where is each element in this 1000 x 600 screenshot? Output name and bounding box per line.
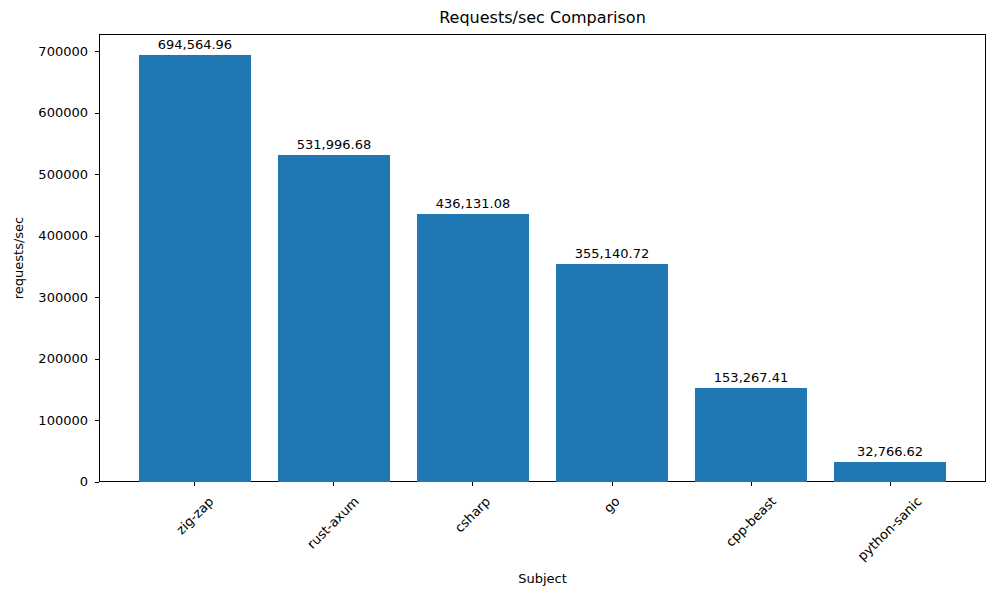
bar-value-label: 694,564.96 xyxy=(125,37,265,53)
y-tick-label: 600000 xyxy=(0,105,88,121)
x-axis-label: Subject xyxy=(99,571,986,587)
bar-value-label: 32,766.62 xyxy=(820,444,960,460)
x-tick-mark xyxy=(194,482,195,486)
bar-value-label: 531,996.68 xyxy=(264,137,404,153)
y-tick-label: 300000 xyxy=(0,290,88,306)
bar-value-label: 153,267.41 xyxy=(681,370,821,386)
y-tick-mark xyxy=(95,420,99,421)
x-tick-label: cpp-beast xyxy=(723,494,780,551)
y-tick-mark xyxy=(95,236,99,237)
y-tick-label: 500000 xyxy=(0,167,88,183)
x-tick-label: rust-axum xyxy=(305,494,363,552)
bar-chart: Requests/sec Comparison requests/sec 010… xyxy=(0,0,1000,600)
bar-value-label: 436,131.08 xyxy=(403,196,543,212)
bar-zig-zap xyxy=(139,55,250,482)
x-tick-mark xyxy=(890,482,891,486)
bar-python-sanic xyxy=(834,462,945,482)
y-tick-label: 700000 xyxy=(0,44,88,60)
bar-go xyxy=(556,264,667,482)
chart-title: Requests/sec Comparison xyxy=(99,8,986,27)
y-tick-label: 100000 xyxy=(0,413,88,429)
y-tick-mark xyxy=(95,482,99,483)
x-tick-mark xyxy=(751,482,752,486)
y-tick-mark xyxy=(95,113,99,114)
y-tick-label: 0 xyxy=(0,474,88,490)
y-tick-mark xyxy=(95,359,99,360)
x-tick-label: python-sanic xyxy=(855,494,926,565)
y-tick-label: 200000 xyxy=(0,351,88,367)
y-tick-label: 400000 xyxy=(0,228,88,244)
x-tick-label: zig-zap xyxy=(173,494,217,538)
y-tick-mark xyxy=(95,51,99,52)
x-tick-label: csharp xyxy=(452,494,494,536)
bar-rust-axum xyxy=(278,155,389,482)
bar-csharp xyxy=(417,214,528,482)
x-tick-mark xyxy=(612,482,613,486)
x-tick-label: go xyxy=(601,494,624,517)
y-tick-mark xyxy=(95,297,99,298)
x-tick-mark xyxy=(333,482,334,486)
x-tick-mark xyxy=(472,482,473,486)
bar-value-label: 355,140.72 xyxy=(542,246,682,262)
y-tick-mark xyxy=(95,174,99,175)
bar-cpp-beast xyxy=(695,388,806,482)
